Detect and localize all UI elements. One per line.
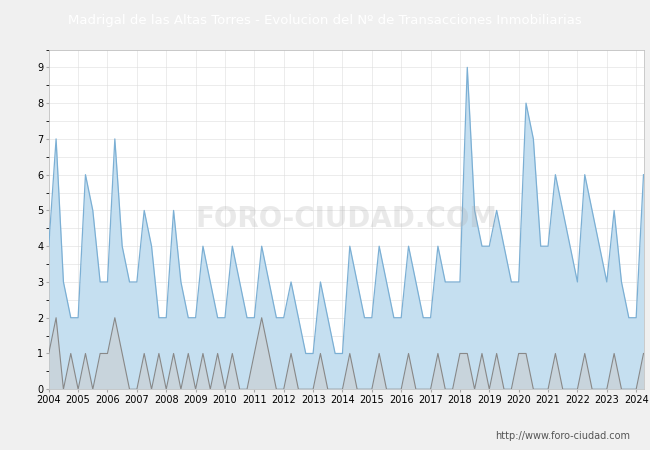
Text: FORO-CIUDAD.COM: FORO-CIUDAD.COM xyxy=(195,205,497,234)
Text: Madrigal de las Altas Torres - Evolucion del Nº de Transacciones Inmobiliarias: Madrigal de las Altas Torres - Evolucion… xyxy=(68,14,582,27)
Text: http://www.foro-ciudad.com: http://www.foro-ciudad.com xyxy=(495,431,630,441)
